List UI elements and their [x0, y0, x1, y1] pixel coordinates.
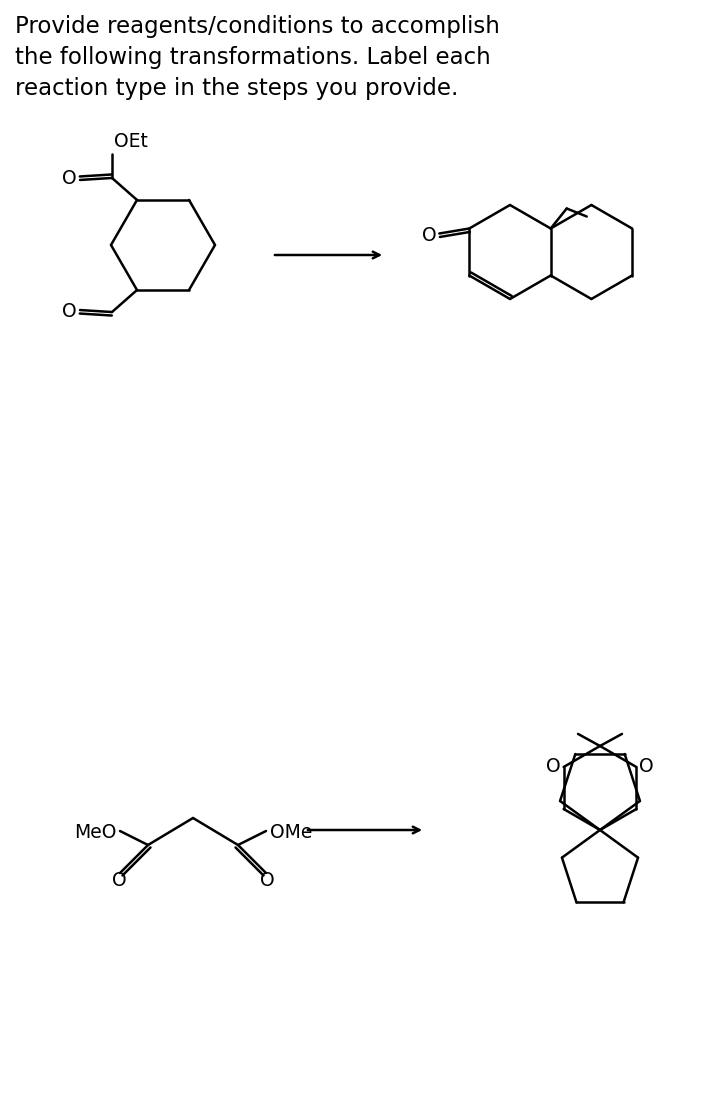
Text: O: O	[422, 226, 436, 245]
Text: Provide reagents/conditions to accomplish
the following transformations. Label e: Provide reagents/conditions to accomplis…	[15, 15, 500, 100]
Text: O: O	[639, 758, 654, 777]
Text: O: O	[63, 169, 77, 188]
Text: OMe: OMe	[270, 823, 312, 842]
Text: O: O	[260, 871, 274, 890]
Text: O: O	[63, 301, 77, 320]
Text: OEt: OEt	[114, 132, 148, 151]
Text: MeO: MeO	[73, 823, 116, 842]
Text: O: O	[546, 758, 561, 777]
Text: O: O	[112, 871, 126, 890]
